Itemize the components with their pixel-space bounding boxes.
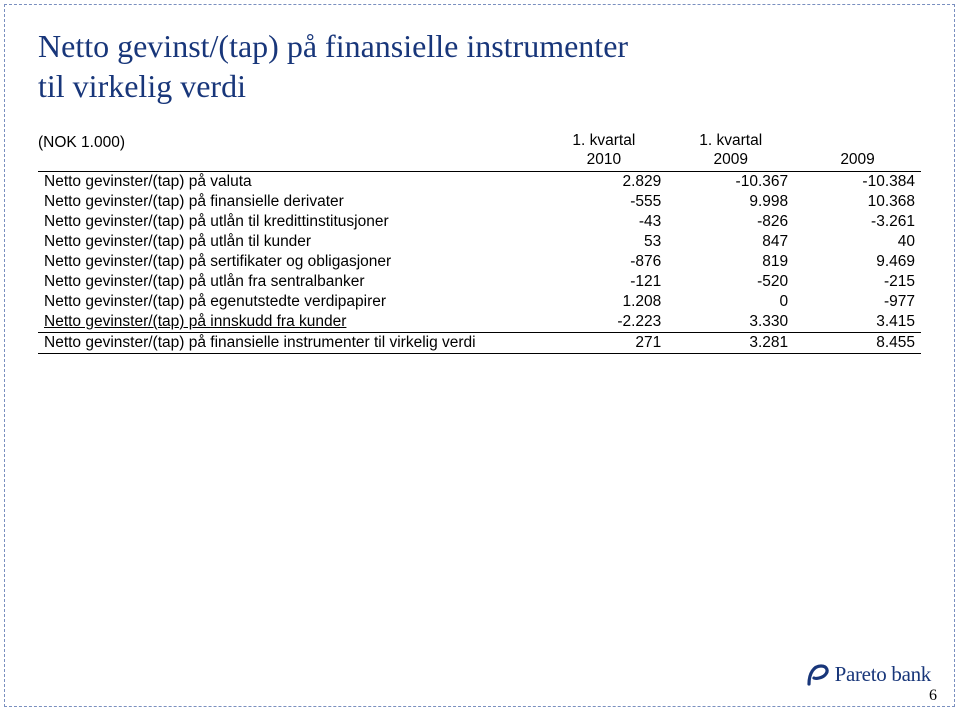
row-val: 10.368	[794, 192, 921, 212]
row-val: 0	[667, 292, 794, 312]
total-row: Netto gevinster/(tap) på finansielle ins…	[38, 332, 921, 353]
row-val: -2.223	[540, 312, 667, 333]
table-row: Netto gevinster/(tap) på egenutstedte ve…	[38, 292, 921, 312]
row-val: -520	[667, 272, 794, 292]
row-label: Netto gevinster/(tap) på finansielle der…	[38, 192, 540, 212]
total-label: Netto gevinster/(tap) på finansielle ins…	[38, 332, 540, 353]
row-val: -215	[794, 272, 921, 292]
row-val: -3.261	[794, 212, 921, 232]
table-row: Netto gevinster/(tap) på utlån til kunde…	[38, 232, 921, 252]
row-val: 819	[667, 252, 794, 272]
col1-l1: 1. kvartal	[572, 132, 635, 149]
total-val: 8.455	[794, 332, 921, 353]
row-label: Netto gevinster/(tap) på utlån til kredi…	[38, 212, 540, 232]
title-line-2: til virkelig verdi	[38, 68, 246, 104]
row-label: Netto gevinster/(tap) på innskudd fra ku…	[38, 312, 540, 333]
row-label: Netto gevinster/(tap) på sertifikater og…	[38, 252, 540, 272]
title-line-1: Netto gevinst/(tap) på finansielle instr…	[38, 28, 628, 64]
row-label: Netto gevinster/(tap) på utlån til kunde…	[38, 232, 540, 252]
page-number: 6	[929, 687, 937, 705]
row-val: 2.829	[540, 171, 667, 192]
row-val: -977	[794, 292, 921, 312]
row-label: Netto gevinster/(tap) på utlån fra sentr…	[38, 272, 540, 292]
table-row: Netto gevinster/(tap) på innskudd fra ku…	[38, 312, 921, 333]
row-val: -876	[540, 252, 667, 272]
table-row: Netto gevinster/(tap) på utlån fra sentr…	[38, 272, 921, 292]
slide-content: Netto gevinst/(tap) på finansielle instr…	[38, 26, 921, 354]
col2-header: 1. kvartal 2009	[667, 130, 794, 171]
row-val: 847	[667, 232, 794, 252]
row-val: -555	[540, 192, 667, 212]
row-val: 1.208	[540, 292, 667, 312]
col3-l1: 2009	[840, 151, 874, 168]
financial-table: 1. kvartal 2010 1. kvartal 2009 2009 Net…	[38, 130, 921, 354]
logo: Pareto bank	[805, 662, 931, 687]
row-val: -43	[540, 212, 667, 232]
table-row: Netto gevinster/(tap) på utlån til kredi…	[38, 212, 921, 232]
col2-l2: 2009	[713, 151, 747, 168]
row-val: -10.367	[667, 171, 794, 192]
row-val: 40	[794, 232, 921, 252]
row-val: -826	[667, 212, 794, 232]
row-val: 9.998	[667, 192, 794, 212]
logo-glyph-icon	[805, 663, 831, 687]
row-val: 3.415	[794, 312, 921, 333]
row-val: 3.330	[667, 312, 794, 333]
col1-l2: 2010	[587, 151, 621, 168]
table-row: Netto gevinster/(tap) på finansielle der…	[38, 192, 921, 212]
logo-text: Pareto bank	[835, 662, 931, 687]
row-val: 53	[540, 232, 667, 252]
row-label: Netto gevinster/(tap) på valuta	[38, 171, 540, 192]
total-val: 3.281	[667, 332, 794, 353]
row-val: -121	[540, 272, 667, 292]
table-row: Netto gevinster/(tap) på valuta 2.829 -1…	[38, 171, 921, 192]
slide-title: Netto gevinst/(tap) på finansielle instr…	[38, 26, 921, 106]
row-val: 9.469	[794, 252, 921, 272]
col1-header: 1. kvartal 2010	[540, 130, 667, 171]
col2-l1: 1. kvartal	[699, 132, 762, 149]
col3-header: 2009	[794, 130, 921, 171]
row-val: -10.384	[794, 171, 921, 192]
total-val: 271	[540, 332, 667, 353]
row-label: Netto gevinster/(tap) på egenutstedte ve…	[38, 292, 540, 312]
table-row: Netto gevinster/(tap) på sertifikater og…	[38, 252, 921, 272]
table-header-row: 1. kvartal 2010 1. kvartal 2009 2009	[38, 130, 921, 171]
